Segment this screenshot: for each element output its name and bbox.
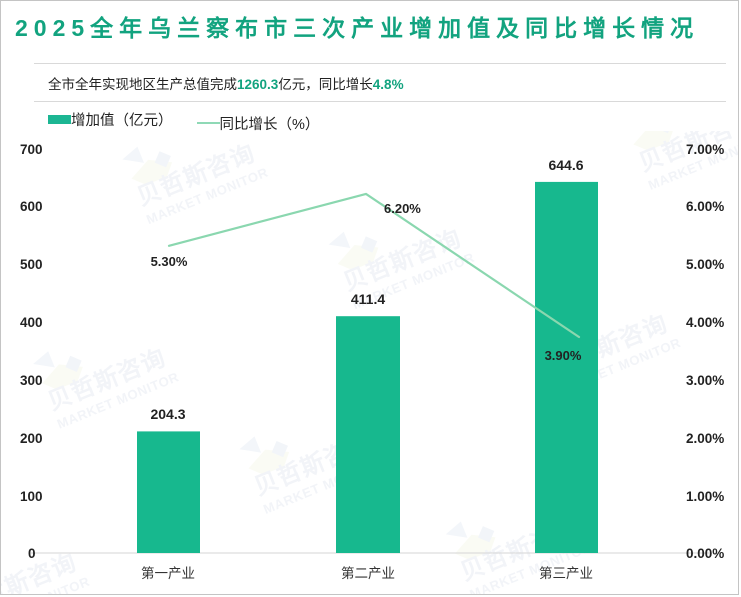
- svg-text:5.30%: 5.30%: [151, 254, 188, 269]
- svg-text:100: 100: [20, 489, 43, 504]
- svg-text:400: 400: [20, 315, 43, 330]
- svg-text:7.00%: 7.00%: [686, 142, 724, 157]
- svg-text:700: 700: [20, 142, 43, 157]
- svg-text:2.00%: 2.00%: [686, 431, 724, 446]
- svg-text:500: 500: [20, 257, 43, 272]
- svg-text:300: 300: [20, 373, 43, 388]
- svg-text:204.3: 204.3: [150, 406, 185, 422]
- svg-text:第三产业: 第三产业: [539, 565, 593, 581]
- svg-text:3.90%: 3.90%: [545, 348, 582, 363]
- svg-text:第二产业: 第二产业: [341, 565, 395, 581]
- svg-text:3.00%: 3.00%: [686, 373, 724, 388]
- svg-text:6.00%: 6.00%: [686, 199, 724, 214]
- svg-text:第一产业: 第一产业: [141, 565, 195, 581]
- svg-text:5.00%: 5.00%: [686, 257, 724, 272]
- svg-text:600: 600: [20, 199, 43, 214]
- svg-text:0: 0: [28, 546, 36, 561]
- svg-text:0.00%: 0.00%: [686, 546, 724, 561]
- svg-text:411.4: 411.4: [351, 291, 385, 307]
- svg-text:644.6: 644.6: [548, 157, 583, 173]
- svg-text:4.00%: 4.00%: [686, 315, 724, 330]
- svg-text:1.00%: 1.00%: [686, 489, 724, 504]
- svg-text:200: 200: [20, 431, 43, 446]
- svg-text:6.20%: 6.20%: [384, 201, 421, 216]
